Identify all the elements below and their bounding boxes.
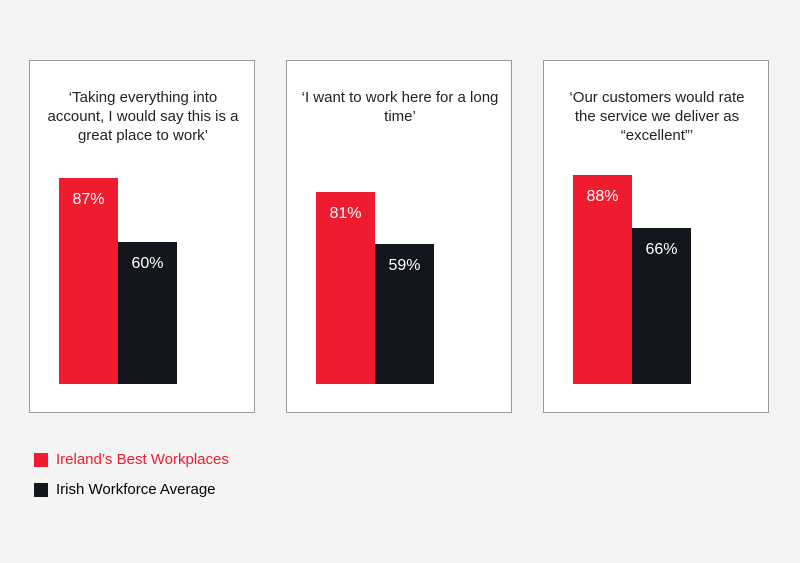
panel: ‘Taking everything into account, I would… xyxy=(29,60,255,413)
value-label: 81% xyxy=(329,205,362,223)
value-label: 87% xyxy=(72,190,105,208)
bar xyxy=(59,177,118,384)
panel-title: ‘Taking everything into account, I would… xyxy=(47,89,239,144)
legend-label: Irish Workforce Average xyxy=(56,481,216,498)
panel-title: ‘Our customers would rate the service we… xyxy=(569,89,745,144)
legend-swatch xyxy=(34,482,48,497)
bar xyxy=(375,244,434,384)
legend-label: Ireland’s Best Workplaces xyxy=(56,451,229,468)
legend-swatch xyxy=(34,452,48,467)
legend-item: Irish Workforce Average xyxy=(34,481,216,498)
value-label: 88% xyxy=(586,188,619,206)
panel: ‘Our customers would rate the service we… xyxy=(543,60,769,413)
value-label: 60% xyxy=(131,254,164,272)
bar xyxy=(632,227,691,384)
legend-item: Ireland’s Best Workplaces xyxy=(34,451,229,468)
value-label: 66% xyxy=(645,240,678,258)
panel-title: ‘I want to work here for a long time’ xyxy=(301,89,499,125)
bar xyxy=(316,192,375,384)
panel: ‘I want to work here for a long time’ 81%… xyxy=(286,60,512,413)
bar xyxy=(118,241,177,384)
bar xyxy=(573,175,632,384)
value-label: 59% xyxy=(388,257,421,275)
